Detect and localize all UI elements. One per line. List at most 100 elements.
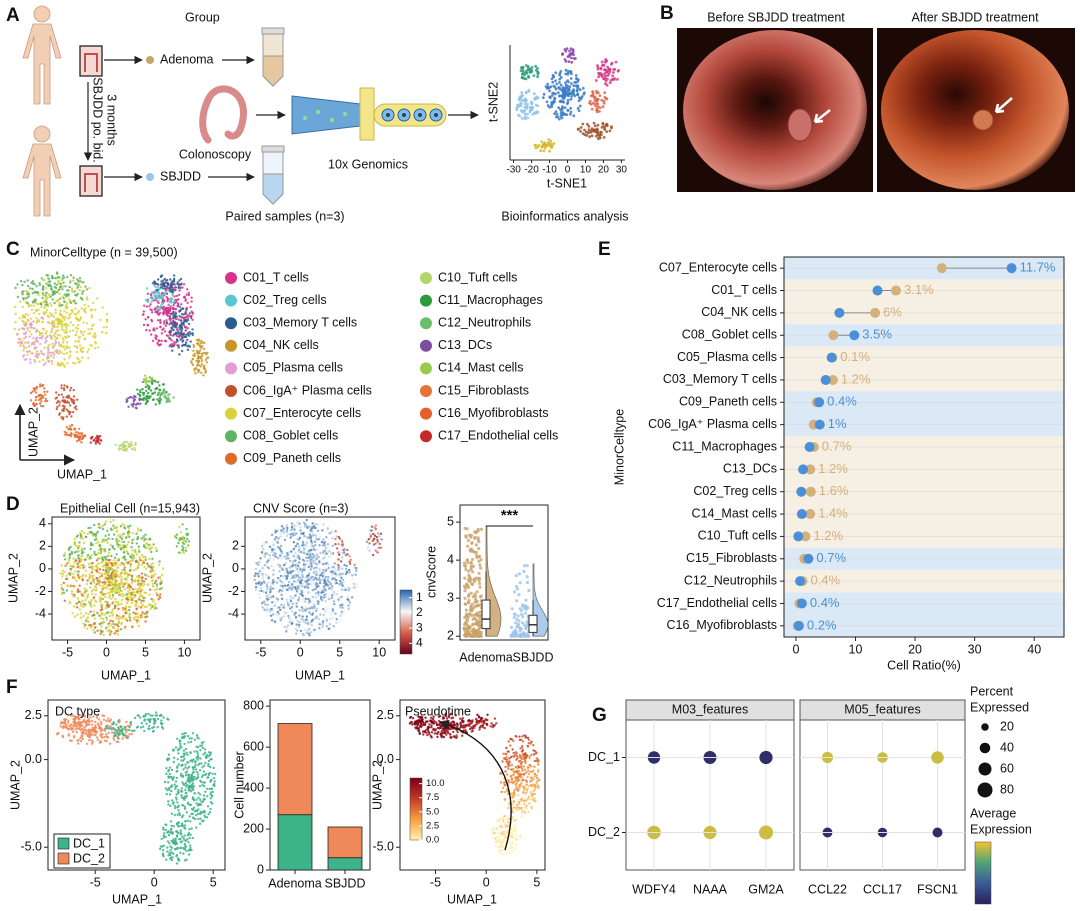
cell-point — [157, 296, 160, 299]
cell-point — [50, 335, 53, 338]
cell-point — [155, 591, 158, 594]
cell-point — [530, 66, 534, 69]
cell-point — [552, 142, 556, 145]
cell-point — [278, 606, 281, 609]
cell-point — [536, 75, 539, 79]
y-tick-label: C05_Plasma cells — [677, 350, 777, 364]
cell-point — [47, 360, 51, 363]
cell-point — [158, 308, 161, 311]
cell-point — [555, 82, 559, 86]
cell-point — [14, 312, 17, 316]
cell-point — [53, 282, 57, 285]
cell-point — [542, 92, 546, 96]
cell-point — [524, 99, 527, 103]
cell-point — [129, 555, 133, 558]
cell-point — [133, 448, 137, 452]
cell-point — [108, 558, 112, 562]
cell-point — [161, 282, 164, 285]
cell-point — [84, 612, 88, 615]
cell-point — [68, 298, 71, 301]
cell-point — [115, 617, 118, 620]
cell-point — [158, 288, 161, 291]
cell-point — [110, 582, 113, 586]
cell-point — [141, 584, 144, 587]
cell-point — [20, 341, 24, 345]
cell-point — [137, 605, 140, 608]
cell-point — [57, 329, 60, 332]
cell-point — [46, 356, 49, 359]
cell-point — [108, 614, 112, 618]
cell-point — [306, 577, 309, 581]
cell-point — [84, 285, 87, 288]
cell-point — [292, 554, 295, 558]
cell-point — [145, 305, 148, 308]
cell-point — [171, 294, 174, 297]
cell-point — [140, 572, 143, 575]
cell-point — [167, 289, 170, 292]
cell-point — [272, 608, 275, 611]
cell-point — [186, 543, 190, 547]
cell-point — [200, 339, 203, 343]
cell-point — [163, 277, 167, 281]
cell-point — [97, 346, 100, 349]
cell-point — [570, 52, 574, 55]
cell-point — [43, 387, 46, 390]
cell-point — [83, 330, 86, 333]
cell-point — [477, 540, 481, 544]
cell-point — [463, 563, 467, 568]
cell-point — [151, 605, 154, 608]
cell-point — [298, 520, 301, 523]
cell-point — [524, 604, 528, 608]
x-axis-label: UMAP_1 — [101, 668, 151, 682]
legend-label: C10_Tuft cells — [438, 270, 517, 284]
cell-point — [125, 561, 128, 564]
cell-point — [528, 109, 532, 113]
cell-point — [101, 524, 105, 527]
cell-point — [310, 582, 314, 585]
cell-point — [77, 319, 80, 322]
cell-point — [588, 135, 592, 139]
cell-point — [314, 592, 318, 595]
cell-point — [282, 531, 286, 534]
cell-point — [521, 76, 525, 80]
cell-point — [168, 298, 172, 301]
cell-point — [158, 587, 162, 591]
cell-point — [156, 593, 159, 597]
cell-point — [587, 128, 591, 132]
cell-point — [122, 551, 126, 554]
cell-point — [117, 558, 120, 561]
cell-point — [111, 620, 115, 623]
cell-point — [123, 566, 127, 569]
cell-point — [127, 445, 130, 448]
cell-point — [133, 394, 136, 398]
cell-point — [166, 334, 170, 338]
cell-point — [45, 282, 48, 285]
cell-point — [70, 550, 74, 554]
cell-point — [87, 613, 90, 616]
cell-point — [53, 301, 56, 305]
cell-point — [42, 358, 45, 362]
dot — [872, 285, 883, 296]
cell-point — [40, 277, 44, 280]
cell-point — [611, 74, 615, 78]
cell-point — [77, 336, 80, 339]
cell-point — [333, 602, 336, 606]
cell-point — [79, 285, 82, 289]
cell-point — [342, 548, 345, 552]
cell-point — [132, 594, 136, 597]
cell-point — [342, 609, 346, 612]
cell-point — [302, 543, 305, 546]
cell-point — [53, 338, 57, 341]
cell-point — [578, 104, 582, 108]
cell-point — [81, 350, 85, 353]
cell-point — [283, 555, 286, 558]
cell-point — [558, 72, 562, 75]
cell-point — [318, 581, 322, 585]
legend-label: C14_Mast cells — [438, 361, 523, 375]
cell-point — [76, 398, 79, 401]
cell-point — [103, 523, 107, 526]
cell-point — [368, 542, 371, 545]
cell-point — [48, 351, 51, 354]
cell-point — [524, 598, 528, 602]
cell-point — [328, 627, 331, 630]
